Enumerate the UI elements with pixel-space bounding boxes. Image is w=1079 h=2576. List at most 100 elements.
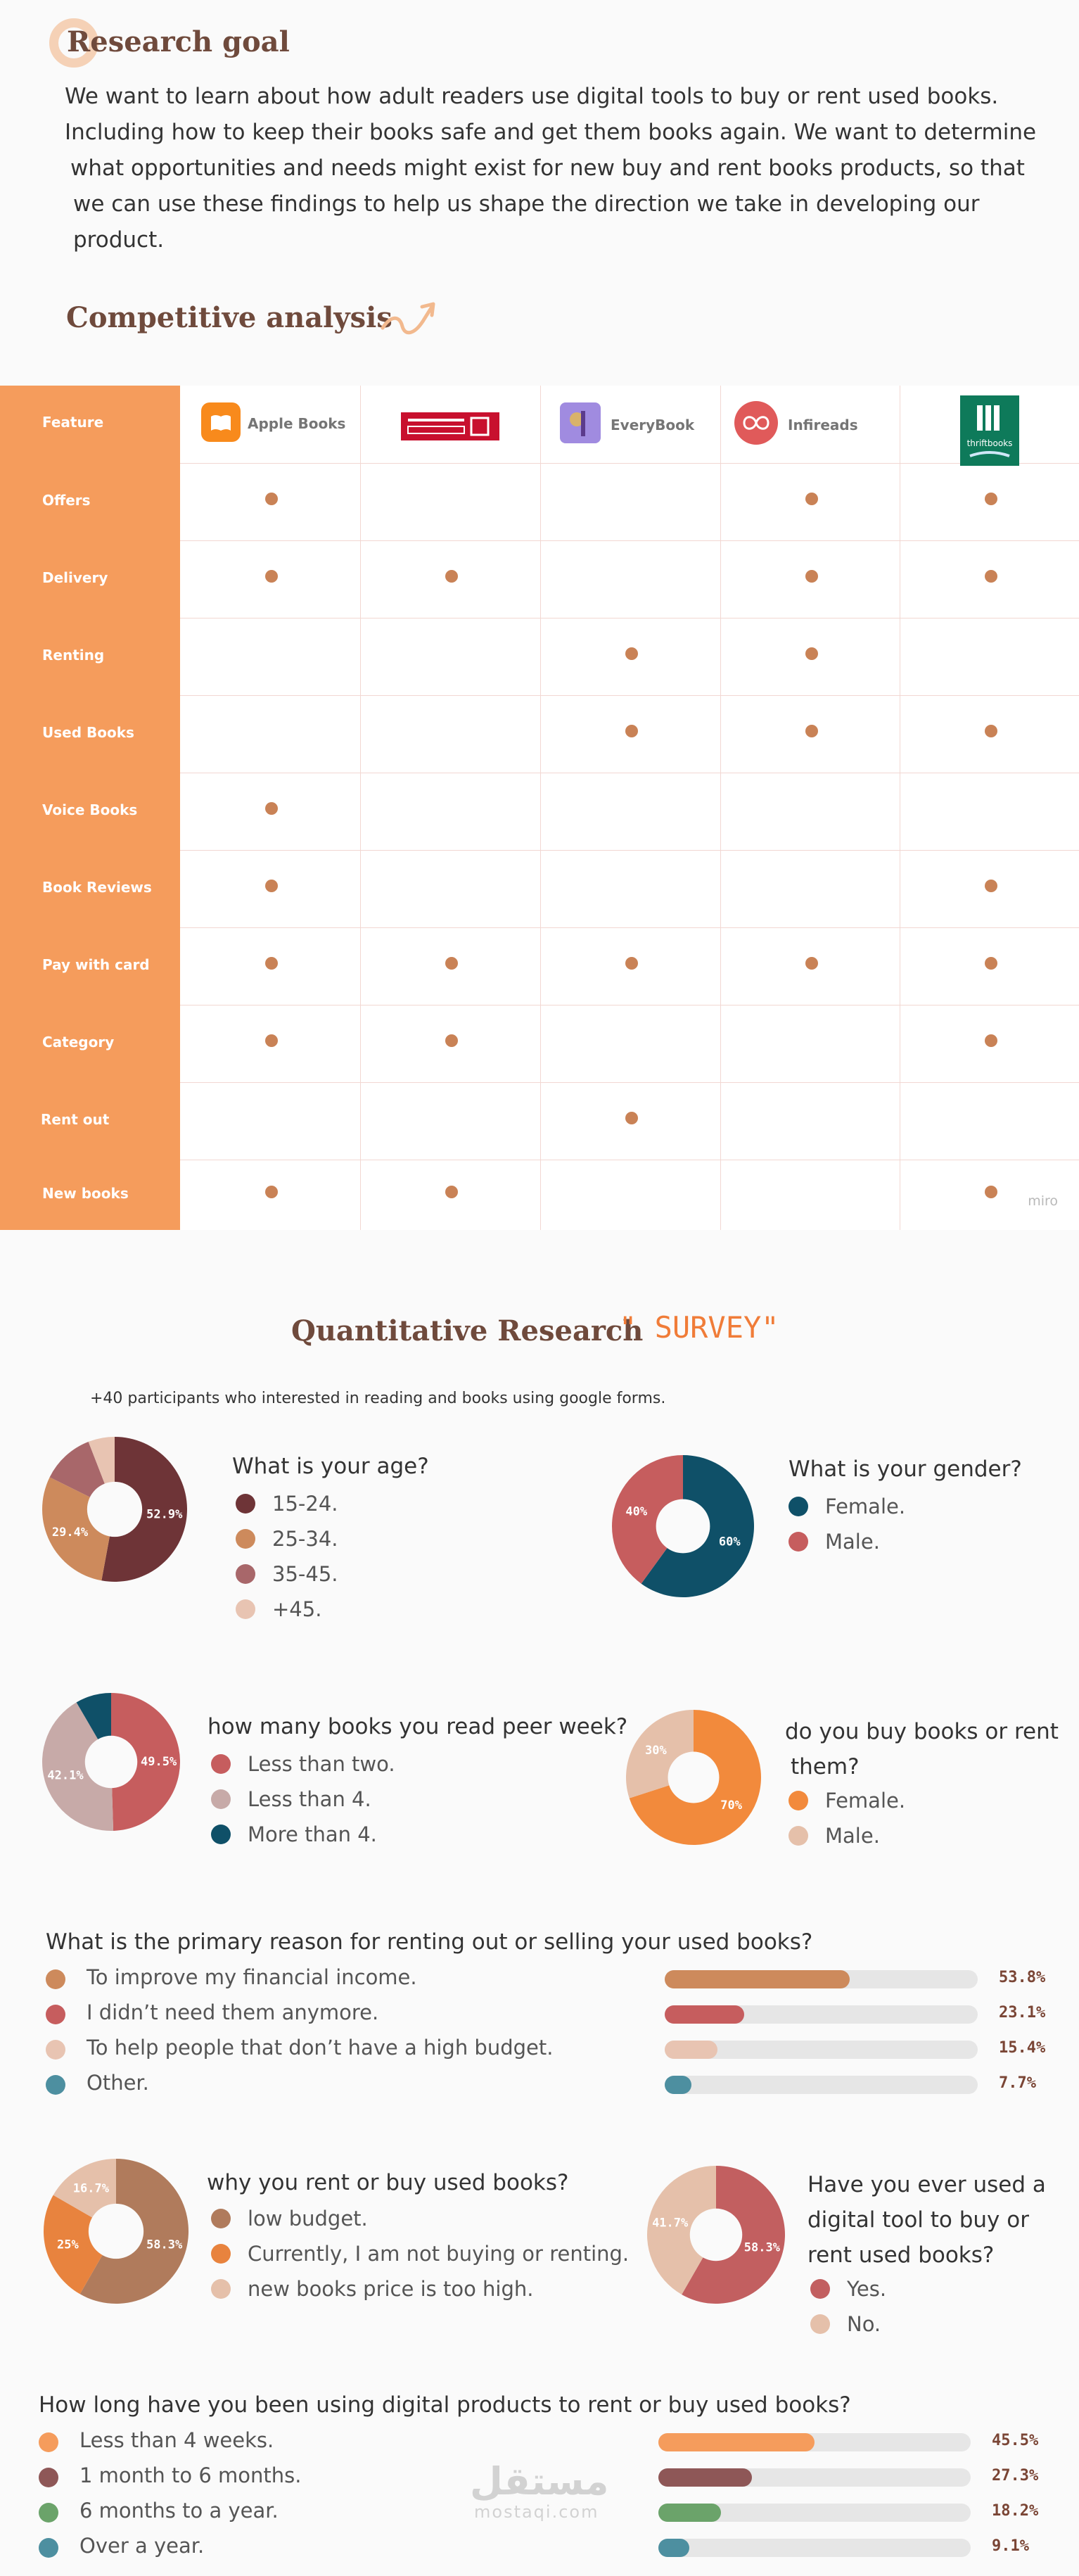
thriftbooks-wordmark: thriftbooks <box>966 438 1012 448</box>
competitive-table: Feature Apple Books EveryBook Infireads thri… <box>0 386 1079 1230</box>
bar-label: To improve my financial income. <box>87 1965 417 1989</box>
feature-check-dot <box>265 802 278 815</box>
legend-item: Female. <box>788 1783 905 1818</box>
research-goal-text: We want to learn about how adult readers… <box>65 79 1049 258</box>
buy_rent-slice-label: 30% <box>645 1744 667 1758</box>
bar-track <box>665 1970 978 1988</box>
bar-percent: 15.4% <box>999 2039 1046 2057</box>
table-column-divider <box>720 386 721 1230</box>
feature-check-dot <box>445 957 458 970</box>
buy-rent-question-line: do you buy books or rent <box>785 1719 1059 1744</box>
duration-bar-chart: Less than 4 weeks. 45.5% 1 month to 6 mont… <box>0 2425 1079 2572</box>
legend-color-dot <box>211 1754 231 1774</box>
books-week-pie-chart: 49.5% 42.1% <box>42 1693 180 1831</box>
bar-fill <box>658 2433 815 2451</box>
legend-item: 35-45. <box>236 1556 338 1592</box>
used-tool-question-line: Have you ever used a <box>807 2172 1046 2197</box>
bar-track <box>665 2005 978 2024</box>
legend-label: Currently, I am not buying or renting. <box>248 2242 630 2266</box>
feature-check-dot <box>805 957 818 970</box>
bar-label: 6 months to a year. <box>79 2499 279 2523</box>
why-question: why you rent or buy used books? <box>207 2170 569 2195</box>
legend-label: Yes. <box>847 2277 887 2301</box>
reason-bar-chart: To improve my financial income. 53.8% I d… <box>0 1962 1079 2109</box>
bar-fill <box>665 1970 850 1988</box>
why-slice-label: 58.3% <box>146 2238 183 2252</box>
mostaql-watermark-url: mostaqi.com <box>474 2502 599 2522</box>
bar-percent: 7.7% <box>999 2074 1036 2092</box>
feature-header: Feature <box>42 414 104 431</box>
age-slice <box>101 1437 188 1582</box>
bar-fill <box>658 2504 721 2522</box>
feature-check-dot <box>984 570 997 583</box>
feature-label-pay-with-card: Pay with card <box>42 956 150 973</box>
age-slice-label: 29.4% <box>52 1525 89 1540</box>
legend-label: Male. <box>825 1824 880 1848</box>
used-tool-pie-chart: 58.3% 41.7% <box>647 2166 785 2304</box>
table-row-divider <box>180 540 1079 541</box>
buy_rent-slice-label: 70% <box>720 1798 742 1813</box>
competitive-analysis-title: Competitive analysis <box>66 301 392 334</box>
legend-item: No. <box>810 2307 886 2342</box>
participants-note: +40 participants who interested in readi… <box>90 1390 666 1407</box>
legend-item: 15-24. <box>236 1486 338 1521</box>
legend-item: Less than 4. <box>211 1782 395 1817</box>
gender-question: What is your gender? <box>788 1457 1022 1482</box>
buy-rent-question: do you buy books or rent them? <box>785 1714 1059 1784</box>
legend-color-dot <box>788 1532 808 1552</box>
bar-label: Less than 4 weeks. <box>79 2428 274 2452</box>
bar-legend-dot <box>39 2468 58 2487</box>
legend-label: Female. <box>825 1495 906 1518</box>
buy_rent-donut-hole <box>668 1751 720 1803</box>
bar-legend-dot <box>46 2040 65 2060</box>
table-column-divider <box>540 386 541 1230</box>
feature-label-book-reviews: Book Reviews <box>42 879 152 896</box>
age-slice-label: 52.9% <box>146 1507 183 1521</box>
feature-check-dot <box>265 880 278 892</box>
used-tool-question-line: digital tool to buy or <box>807 2207 1029 2233</box>
feature-check-dot <box>625 647 638 660</box>
bar-label: 1 month to 6 months. <box>79 2463 302 2487</box>
legend-color-dot <box>236 1599 255 1619</box>
bar-track <box>658 2433 971 2451</box>
gender-slice-label: 60% <box>719 1535 741 1549</box>
feature-check-dot <box>625 957 638 970</box>
feature-label-new-books: New books <box>42 1185 129 1202</box>
used_tool-donut-hole <box>689 2208 743 2261</box>
feature-check-dot <box>265 493 278 505</box>
legend-label: Less than two. <box>248 1752 395 1776</box>
books_week-donut-hole <box>84 1735 138 1789</box>
bar-legend-dot <box>39 2503 58 2523</box>
feature-check-dot <box>265 1186 278 1198</box>
goal-line: We want to learn about how adult readers… <box>65 84 999 109</box>
legend-color-dot <box>236 1529 255 1549</box>
legend-color-dot <box>211 2279 231 2299</box>
jarir-logo-icon <box>401 412 499 440</box>
why-pie-chart: 58.3% 25% 16.7% <box>43 2159 189 2304</box>
legend-label: Less than 4. <box>248 1787 371 1811</box>
legend-color-dot <box>788 1497 808 1516</box>
feature-check-dot <box>805 725 818 737</box>
used-tool-question-line: rent used books? <box>807 2242 995 2268</box>
legend-label: Female. <box>825 1789 906 1813</box>
age-legend: 15-24. 25-34. 35-45. +45. <box>236 1486 338 1627</box>
table-row-divider <box>180 695 1079 696</box>
legend-label: Male. <box>825 1530 880 1554</box>
used_tool-slice-label: 41.7% <box>652 2216 689 2231</box>
gender-donut-hole <box>656 1499 710 1554</box>
bar-track <box>665 2041 978 2059</box>
bar-legend-dot <box>46 2005 65 2024</box>
bar-percent: 18.2% <box>992 2502 1039 2520</box>
books-week-question: how many books you read peer week? <box>208 1714 628 1739</box>
legend-item: Currently, I am not buying or renting. <box>211 2236 629 2271</box>
legend-item: low budget. <box>211 2201 629 2236</box>
feature-label-offers: Offers <box>42 492 91 509</box>
feature-label-voice-books: Voice Books <box>42 801 138 818</box>
bar-legend-dot <box>46 2075 65 2095</box>
feature-check-dot <box>265 957 278 970</box>
feature-check-dot <box>625 1112 638 1124</box>
bar-track <box>658 2504 971 2522</box>
books_week-slice <box>42 1702 114 1831</box>
gender-pie-chart: 60% 40% <box>612 1455 754 1597</box>
feature-label-category: Category <box>42 1034 115 1051</box>
